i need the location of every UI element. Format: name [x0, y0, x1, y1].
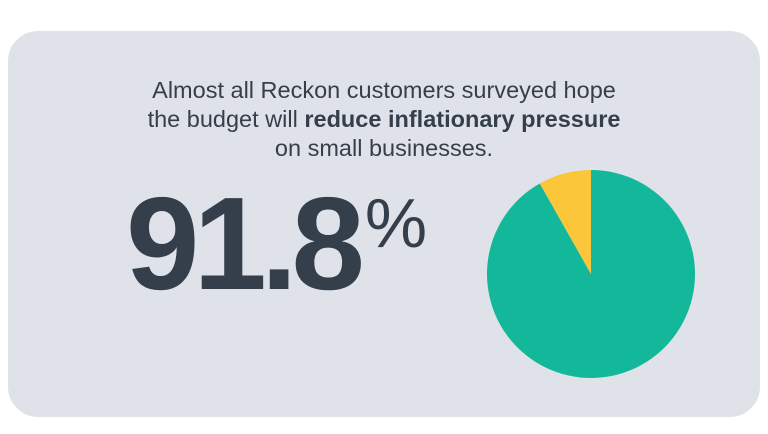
pie-slice-1 — [539, 170, 591, 274]
headline-line-2-text: the budget will — [147, 106, 305, 132]
headline-emphasis: reduce inflationary pressure — [304, 106, 621, 132]
headline-line-2: the budget will reduce inflationary pres… — [8, 105, 760, 134]
percentage-value: 91.8 — [126, 170, 365, 317]
headline-line-3: on small businesses. — [274, 135, 494, 161]
percentage-stat: 91.8% — [126, 178, 427, 310]
headline: Almost all Reckon customers surveyed hop… — [8, 76, 760, 163]
pie-chart-svg — [486, 170, 695, 378]
pie-chart — [486, 169, 696, 379]
headline-line-1: Almost all Reckon customers surveyed hop… — [152, 77, 616, 103]
percent-sign: % — [364, 184, 428, 262]
pie-slice-0 — [486, 170, 695, 378]
